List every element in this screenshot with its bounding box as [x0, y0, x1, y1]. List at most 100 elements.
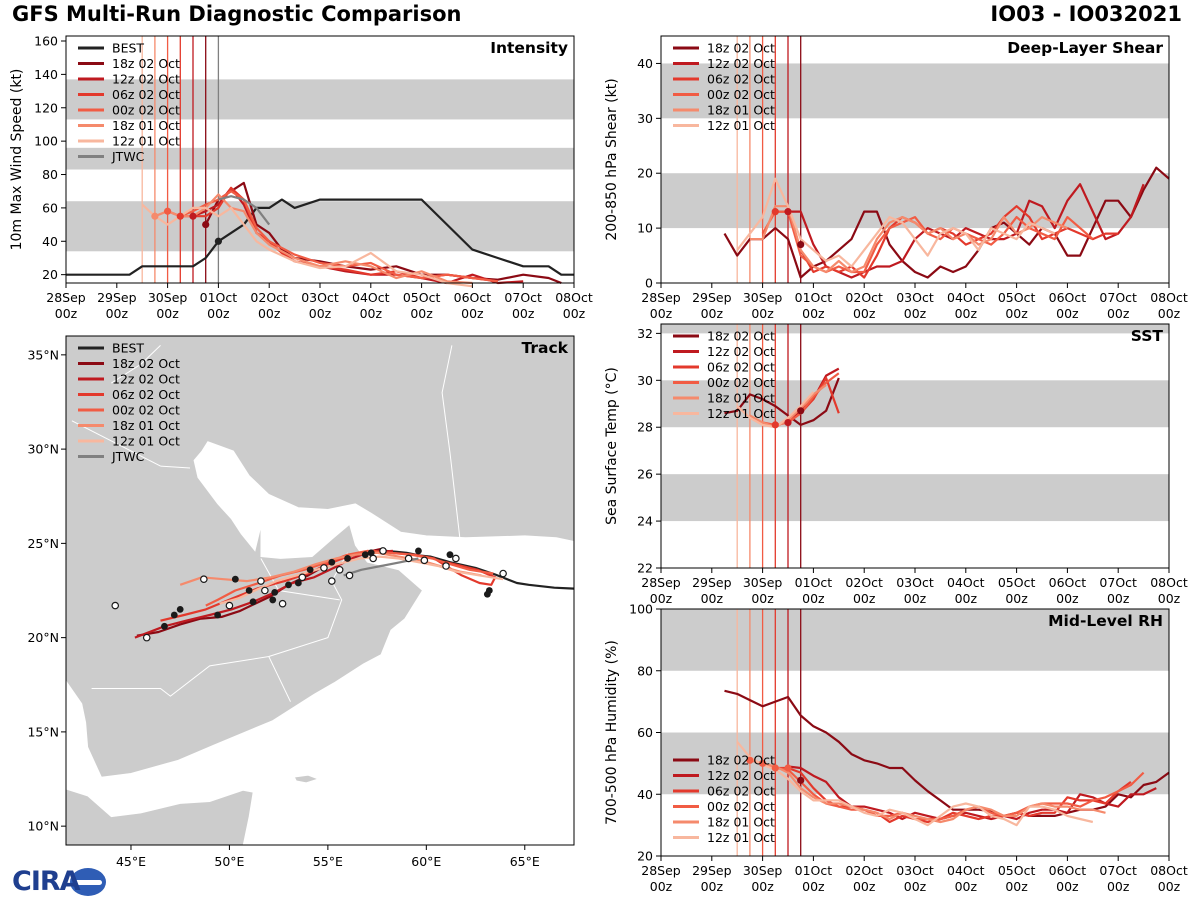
track-marker-filled-7	[446, 551, 454, 559]
rh-xtick-label-0: 28Sep 00z	[641, 863, 681, 894]
track-xtick-label-50: 50°E	[214, 854, 244, 869]
shear-series-12z-02-oct	[788, 183, 1145, 279]
intensity-point-06z-02-oct-0	[176, 212, 184, 220]
track-marker-open-1	[111, 601, 120, 610]
track-marker-filled-10	[328, 558, 336, 566]
shear-xtick-label-4: 02Oct 00z	[845, 290, 883, 321]
intensity-xtick-label-6: 04Oct 00z	[352, 290, 390, 321]
track-marker-open-12	[442, 562, 450, 570]
track-marker-open-15	[261, 586, 269, 595]
intensity-band-2	[66, 79, 574, 120]
rh-series-12z-01-oct	[736, 741, 1094, 827]
sst-xtick-label-8: 06Oct 00z	[1049, 575, 1087, 606]
shear-ytick-label-0: 0	[645, 276, 653, 291]
track-line-12z-01-oct	[219, 555, 504, 605]
track-legend-label-18z-02-oct: 18z 02 Oct	[112, 356, 180, 371]
shear-xtick-label-5: 03Oct 00z	[896, 290, 934, 321]
rh-legend-label-06z-02-oct: 06z 02 Oct	[707, 784, 775, 799]
track-marker-filled-14	[161, 622, 168, 630]
intensity-band-0	[66, 201, 574, 252]
shear-series-line-12z-02-oct	[788, 183, 1145, 279]
sst-band-0	[661, 474, 1169, 522]
track-marker-filled-5	[367, 549, 375, 557]
track-marker-open-14	[225, 601, 234, 610]
track-marker-open-10	[452, 554, 460, 563]
intensity-point-18z-02-oct-0	[202, 220, 210, 229]
shear-legend-label-12z-02-oct: 12z 02 Oct	[707, 56, 775, 71]
shear-ytick-label-20: 20	[637, 166, 653, 181]
intensity-legend-label-18z-02-oct: 18z 02 Oct	[112, 56, 180, 71]
sst-title: SST	[1131, 327, 1164, 345]
track-marker-filled-16	[294, 579, 302, 587]
sst-point-18z-02-oct-0	[797, 407, 805, 415]
sst-band-1	[661, 380, 1169, 428]
intensity-series-00z-02-oct	[167, 190, 498, 283]
intensity-xtick-label-5: 03Oct 00z	[301, 290, 339, 321]
intensity-point-best-0	[214, 237, 222, 245]
track-marker-open-13	[278, 599, 287, 608]
track-legend-label-06z-02-oct: 06z 02 Oct	[112, 387, 180, 402]
intensity-point-00z-02-oct-0	[164, 207, 172, 215]
shear-point-12z-02-oct-0	[784, 208, 792, 216]
wave-icon	[74, 880, 102, 885]
intensity-ytick-label-140: 140	[34, 67, 58, 82]
intensity-point-18z-01-oct-0	[151, 212, 159, 220]
track-marker-filled-12	[176, 605, 184, 613]
rh-xtick-label-2: 30Sep 00z	[743, 863, 783, 894]
rh-ytick-label-20: 20	[637, 849, 653, 864]
sst-xtick-label-2: 30Sep 00z	[743, 575, 783, 606]
track-marker-filled-0	[344, 555, 351, 562]
track-marker-filled-4	[306, 566, 314, 574]
intensity-legend-label-00z-02-oct: 00z 02 Oct	[112, 103, 180, 118]
track-marker-filled-9	[483, 590, 491, 598]
sst-series-line-18z-02-oct	[724, 377, 840, 426]
shear-ylabel: 200-850 hPa Shear (kt)	[604, 78, 620, 240]
sst-ytick-label-26: 26	[637, 467, 653, 482]
shear-xtick-label-2: 30Sep 00z	[743, 290, 783, 321]
sst-ytick-label-30: 30	[637, 373, 653, 388]
sst-ytick-label-28: 28	[637, 420, 653, 435]
shear-legend-label-12z-01-oct: 12z 01 Oct	[707, 118, 775, 133]
sst-legend-label-12z-02-oct: 12z 02 Oct	[707, 344, 775, 359]
rh-xtick-label-9: 07Oct 00z	[1099, 863, 1137, 894]
rh-xtick-label-6: 04Oct 00z	[947, 863, 985, 894]
track-ytick-label-15: 15°N	[27, 724, 59, 739]
shear-legend-label-18z-02-oct: 18z 02 Oct	[707, 41, 775, 56]
logo-text: CIRA	[12, 866, 81, 897]
track-legend-label-00z-02-oct: 00z 02 Oct	[112, 403, 180, 418]
shear-ytick-label-30: 30	[637, 111, 653, 126]
shear-xtick-label-3: 01Oct 00z	[795, 290, 833, 321]
intensity-xtick-label-4: 02Oct 00z	[250, 290, 288, 321]
shear-ytick-label-10: 10	[637, 221, 653, 236]
rh-band-1	[661, 609, 1169, 671]
track-xtick-label-60: 60°E	[411, 854, 441, 869]
sst-xtick-label-10: 08Oct 00z	[1150, 575, 1188, 606]
arabia-landmass	[66, 336, 574, 778]
track-marker-filled-6	[415, 547, 422, 555]
sst-xtick-label-9: 07Oct 00z	[1099, 575, 1137, 606]
track-series-12z-01-oct	[219, 555, 504, 605]
track-marker-filled-17	[245, 587, 253, 594]
intensity-xtick-label-7: 05Oct 00z	[403, 290, 441, 321]
track-legend-label-18z-01-oct: 18z 01 Oct	[112, 418, 180, 433]
shear-ytick-label-40: 40	[637, 56, 653, 71]
intensity-ytick-label-80: 80	[42, 167, 58, 182]
rh-xtick-label-5: 03Oct 00z	[896, 863, 934, 894]
track-marker-open-18	[404, 554, 413, 563]
intensity-xtick-label-3: 01Oct 00z	[200, 290, 238, 321]
shear-legend-label-18z-01-oct: 18z 01 Oct	[707, 103, 775, 118]
intensity-ylabel: 10m Max Wind Speed (kt)	[9, 69, 25, 251]
shear-series-18z-02-oct	[723, 166, 1170, 279]
rh-ytick-label-100: 100	[629, 602, 653, 617]
rh-xtick-label-1: 29Sep 00z	[692, 863, 732, 894]
intensity-series-jtwc	[218, 195, 271, 226]
shear-xtick-label-0: 28Sep 00z	[641, 290, 681, 321]
sst-xtick-label-3: 01Oct 00z	[795, 575, 833, 606]
track-marker-open-6	[345, 571, 354, 580]
rh-series-line-18z-01-oct	[749, 759, 1106, 824]
shear-xtick-label-8: 06Oct 00z	[1049, 290, 1087, 321]
track-marker-open-0	[142, 633, 151, 642]
rh-series-18z-01-oct	[749, 759, 1106, 824]
sst-ytick-label-32: 32	[637, 326, 653, 341]
intensity-legend-label-12z-02-oct: 12z 02 Oct	[112, 72, 180, 87]
